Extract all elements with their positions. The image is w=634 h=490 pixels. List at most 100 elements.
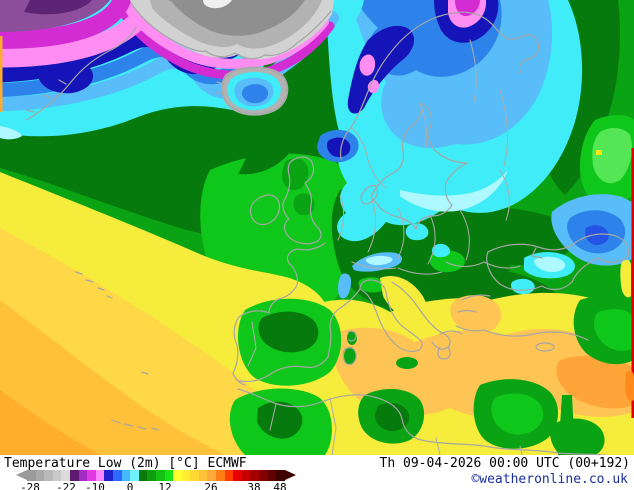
region-aegean-orange <box>450 295 502 334</box>
scale-arrow-left-icon <box>16 470 27 480</box>
scale-color-segment <box>130 470 139 481</box>
border-6 <box>397 267 443 275</box>
temperature-map <box>0 0 634 455</box>
map-title: Temperature Low (2m) [°C] ECMWF <box>4 456 247 471</box>
region-greenland-ice-core <box>168 0 305 36</box>
scale-tick-label: -10 <box>85 481 105 490</box>
region-adriatic-yellow <box>380 275 427 321</box>
scale-bar <box>16 470 296 481</box>
region-nw-navy-pocket <box>38 59 94 94</box>
region-east-light-green-core <box>592 128 632 184</box>
coast-west-europe <box>232 242 326 386</box>
region-nile-green <box>558 395 575 455</box>
scale-color-segment <box>61 470 70 481</box>
scale-color-segment <box>233 470 242 481</box>
region-nafrica-green-1-core <box>374 402 410 432</box>
edge-strip-left-orange <box>0 36 3 112</box>
border-1 <box>337 195 345 241</box>
region-sardinia-green <box>344 347 356 365</box>
country-borders <box>247 39 523 455</box>
coast-madeira <box>141 371 149 375</box>
region-caucasus-royal <box>585 225 609 245</box>
scale-tick-label: 0 <box>126 481 134 490</box>
border-11 <box>269 403 277 431</box>
edge-strip-right-red <box>631 148 634 418</box>
scale-color-segment <box>173 470 182 481</box>
scale-color-segment <box>224 470 234 481</box>
coast-greenland-east <box>25 26 137 121</box>
coast-ireland <box>249 194 281 226</box>
coast-greenland <box>130 2 332 60</box>
coast-north-africa <box>237 388 608 455</box>
scale-tick-label: -22 <box>56 481 76 490</box>
region-south-norway-navy <box>327 137 351 158</box>
coast-baltic <box>370 102 468 230</box>
region-iceland-blue-core <box>241 84 269 104</box>
info-bar: Temperature Low (2m) [°C] ECMWF Th 09-04… <box>0 455 634 490</box>
border-14 <box>419 103 428 149</box>
scale-color-segment <box>27 470 36 481</box>
coast-italy <box>359 279 423 353</box>
region-alps-pale-core <box>365 255 393 266</box>
scale-color-segment <box>104 470 113 481</box>
region-apennine-sky <box>338 273 352 299</box>
scale-color-segment <box>259 470 268 481</box>
border-5 <box>351 261 397 270</box>
temperature-scale: -28 -22 -10 0 12 26 38 48 <box>6 469 306 490</box>
scale-ticks: -28 -22 -10 0 12 26 38 48 <box>6 481 306 490</box>
coast-azores <box>75 271 113 299</box>
border-12 <box>435 437 523 455</box>
border-3 <box>397 207 405 259</box>
scale-color-segment <box>121 470 131 481</box>
info-row-titles: Temperature Low (2m) [°C] ECMWF Th 09-04… <box>0 456 634 472</box>
coast-black-sea <box>486 233 630 291</box>
edge-right-yellow-patch <box>620 259 631 298</box>
edge-right-hot-patch <box>625 371 634 401</box>
region-atlantic-orange-corner <box>0 390 102 455</box>
border-15 <box>469 39 477 103</box>
border-7 <box>459 209 470 261</box>
band-corner-magenta <box>0 0 131 49</box>
scale-color-segment <box>164 470 174 481</box>
scale-color-segment <box>95 470 105 481</box>
region-turkey-pale-core <box>534 256 566 272</box>
scale-tick-label: 48 <box>273 481 287 490</box>
coast-aegean-turkey <box>455 294 589 341</box>
scale-color-segment <box>155 470 165 481</box>
band-greenland-magenta <box>117 5 335 80</box>
border-10 <box>329 397 337 455</box>
scale-color-segment <box>276 470 285 481</box>
region-atlantic-orange <box>0 300 225 455</box>
scale-color-segment <box>147 470 156 481</box>
coast-iceland <box>216 66 288 115</box>
region-corner-purple-dark <box>24 0 92 15</box>
region-england-darker <box>293 193 315 216</box>
map-datetime: Th 09-04-2026 00:00 UTC (00+192) <box>379 456 630 471</box>
region-norway-pink-spot-1 <box>359 54 376 76</box>
scale-color-segment <box>216 470 225 481</box>
border-4 <box>427 214 436 265</box>
region-norway-pink-spot-2 <box>367 79 379 94</box>
station-marker-yellow-dot <box>596 150 602 155</box>
scale-tick-label: 38 <box>247 481 261 490</box>
border-13 <box>351 127 387 189</box>
scale-color-segment <box>35 470 45 481</box>
border-16 <box>445 261 521 269</box>
scale-color-segment <box>267 470 277 481</box>
coast-denmark <box>360 184 378 205</box>
scale-color-segment <box>44 470 53 481</box>
scale-color-segment <box>181 470 191 481</box>
scale-tick-label: 26 <box>204 481 218 490</box>
scale-color-segment <box>87 470 96 481</box>
border-17 <box>499 169 510 221</box>
scale-color-segment <box>207 470 217 481</box>
scale-color-segment <box>78 470 88 481</box>
scale-tick-label: 12 <box>158 481 172 490</box>
region-corsica-green <box>347 331 357 345</box>
coast-canaries <box>111 419 159 431</box>
coast-cyprus <box>535 342 555 352</box>
region-east-med-deep-orange <box>556 355 634 409</box>
copyright-link[interactable]: ©weatheronline.co.uk <box>471 472 628 487</box>
border-9 <box>247 321 257 367</box>
